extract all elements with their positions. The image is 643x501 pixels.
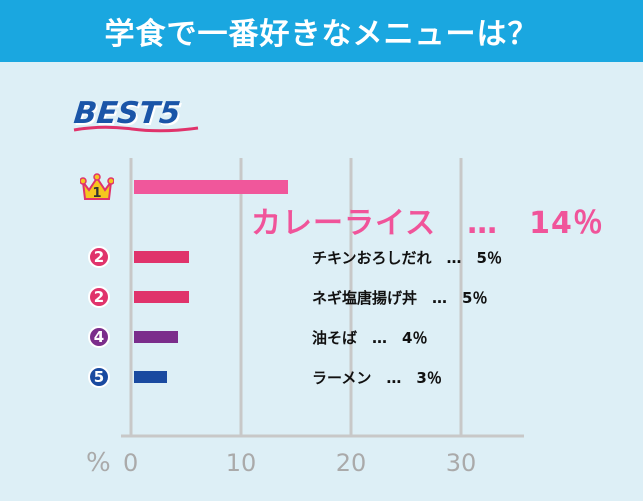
bar-label: ラーメン … 3％ — [312, 369, 442, 387]
best5-underline-icon — [73, 125, 199, 133]
chart-panel — [0, 62, 643, 501]
crown-icon: 1 — [80, 173, 114, 201]
bar-2 — [134, 251, 189, 263]
x-tick-label: 20 — [336, 449, 367, 477]
svg-text:1: 1 — [92, 186, 101, 201]
bar-5 — [134, 371, 167, 383]
header-bar: 学食で一番好きなメニューは？ — [0, 0, 643, 62]
bar-label: チキンおろしだれ … 5％ — [312, 249, 502, 267]
rank-badge: 2 — [88, 286, 110, 308]
bar-1 — [134, 180, 288, 194]
x-tick-label: 0 — [123, 449, 138, 477]
x-tick-label: 10 — [226, 449, 257, 477]
rank-badge: 2 — [88, 246, 110, 268]
page-title: 学食で一番好きなメニューは？ — [104, 17, 539, 52]
rank-badge: 4 — [88, 326, 110, 348]
bar-label: ネギ塩唐揚げ丼 … 5％ — [312, 289, 488, 307]
rank-badge: 5 — [88, 366, 110, 388]
bar-4 — [134, 331, 178, 343]
x-tick-label: 30 — [446, 449, 477, 477]
axis-unit-label: % — [86, 448, 111, 478]
bar-3 — [134, 291, 189, 303]
bar-label: 油そば … 4％ — [312, 329, 428, 347]
bar-label: カレーライス … 14％ — [251, 206, 604, 241]
